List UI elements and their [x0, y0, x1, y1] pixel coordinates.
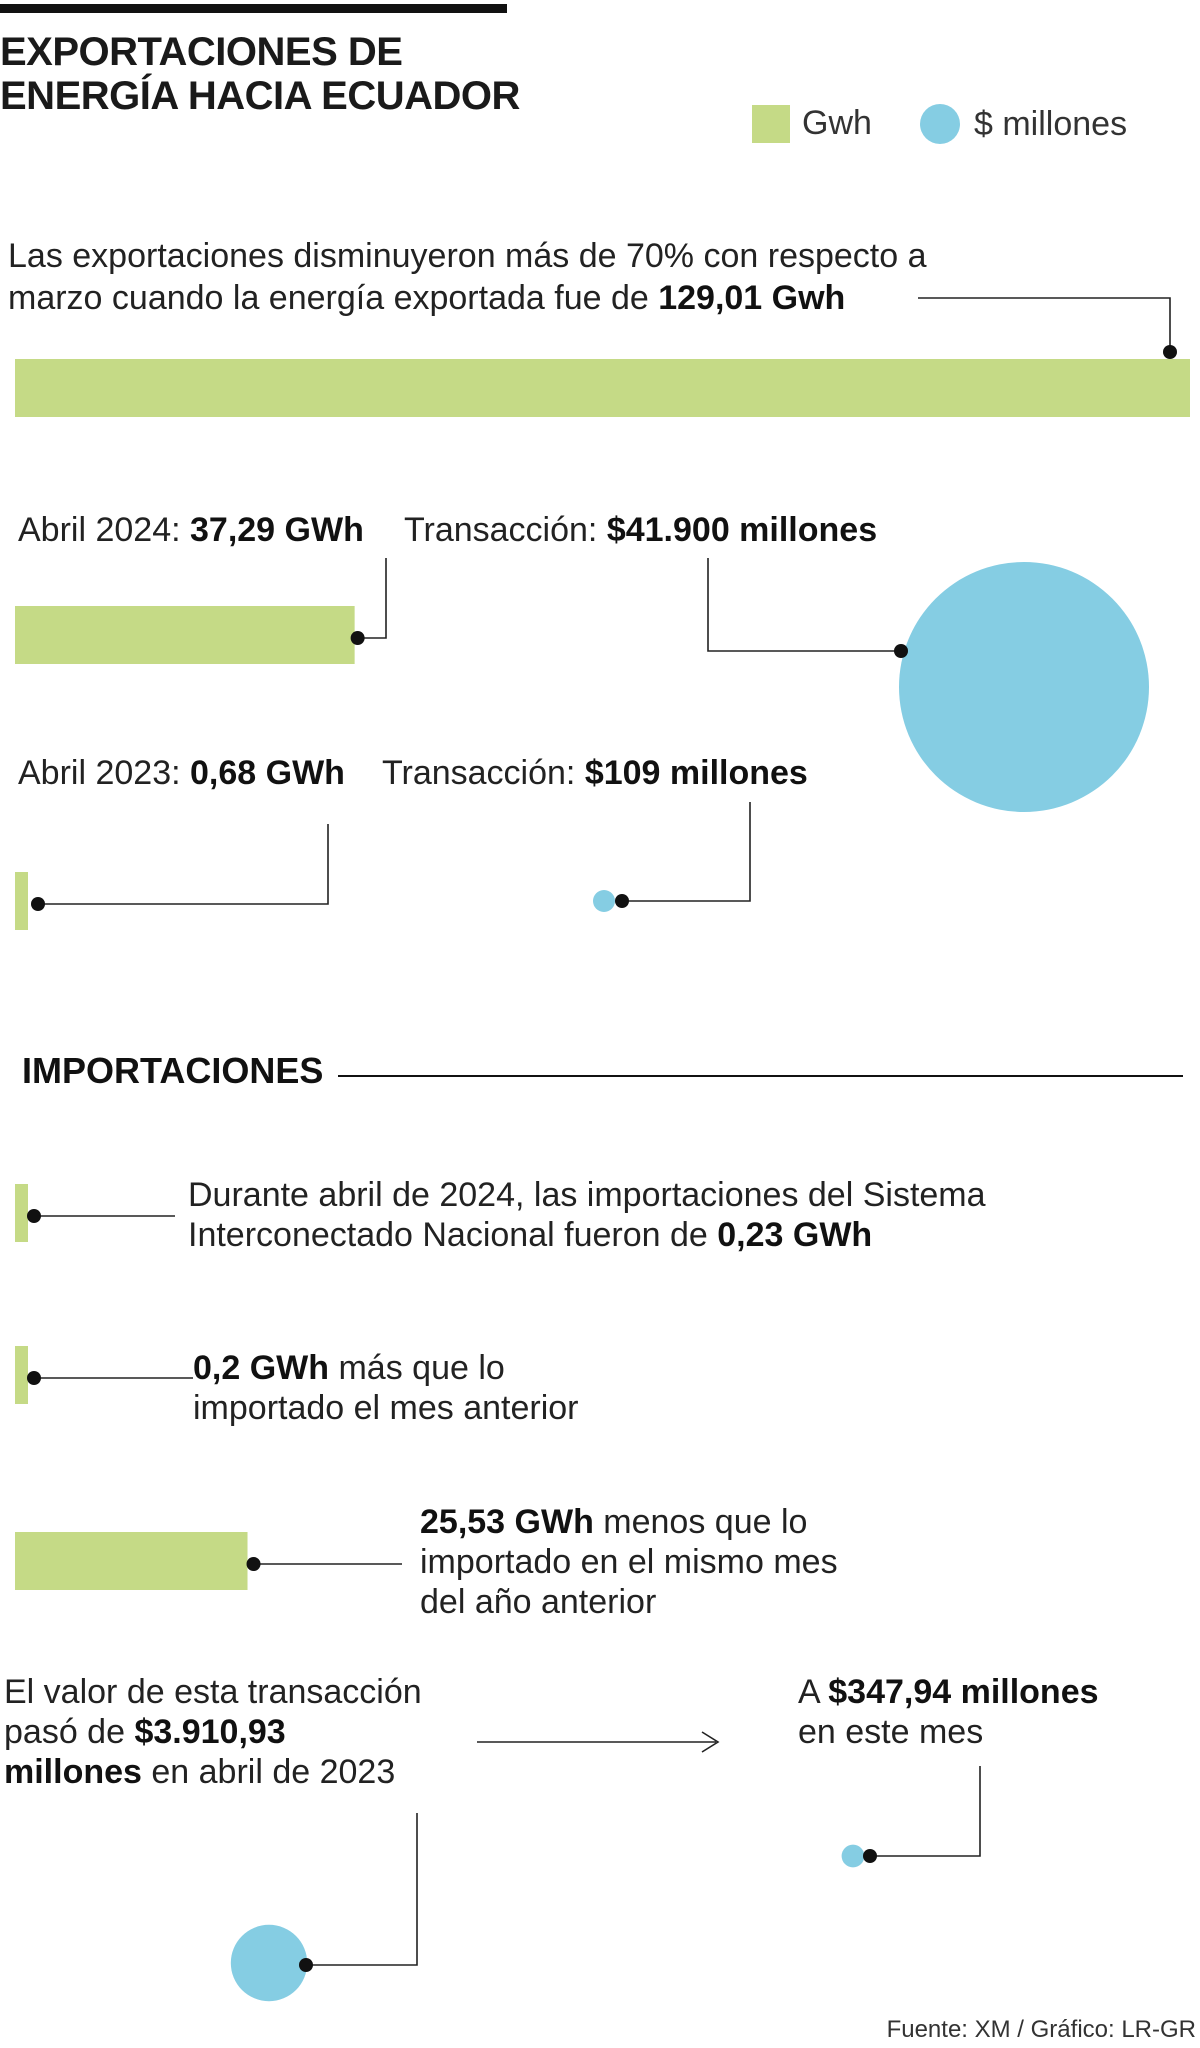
leader-dot-export-april-2023-transaction — [615, 894, 629, 908]
bar-import-more-than-previous-month — [15, 1346, 28, 1404]
bar-export-march-2024 — [15, 359, 1190, 417]
legend-gwh: Gwh — [752, 104, 872, 143]
chart-title-line1: EXPORTACIONES DE — [0, 30, 403, 74]
legend-gwh-label: Gwh — [802, 104, 872, 142]
circle-export-transaction-april-2024 — [899, 562, 1149, 812]
leader-export-april-2024-transaction — [707, 558, 901, 652]
leader-export-april-2023-transaction — [622, 802, 751, 902]
chart-title-line2: ENERGÍA HACIA ECUADOR — [0, 74, 520, 118]
bar-import-less-than-previous-year — [15, 1532, 248, 1590]
import-value-line2: pasó de $3.910,93 — [4, 1712, 286, 1752]
export-april2023-prefix: Abril 2023: — [18, 754, 190, 792]
circle-import-transaction-april-2024 — [841, 1844, 865, 1868]
leader-import-transaction-april-2024 — [870, 1766, 981, 1857]
import-value-line1: El valor de esta transacción — [4, 1673, 422, 1711]
import-now-value: $347,94 millones — [828, 1673, 1099, 1711]
export-april2023-trans-value: $109 millones — [584, 754, 808, 792]
import-note3-suffix: menos que lo — [593, 1503, 808, 1541]
leader-dot-export-april-2023-gwh — [31, 897, 45, 911]
imports-heading: IMPORTACIONES — [22, 1050, 324, 1091]
circle-import-transaction-april-2023 — [230, 1924, 308, 2002]
export-april2023-label: Abril 2023: 0,68 GWh — [18, 753, 345, 793]
leader-export-march — [918, 297, 1171, 352]
leader-export-april-2023-gwh — [38, 824, 329, 905]
export-april2024-trans-value: $41.900 millones — [606, 511, 878, 549]
export-march-note-line2: marzo cuando la energía exportada fue de… — [8, 278, 845, 318]
import-value-line3: millones en abril de 2023 — [4, 1752, 395, 1792]
import-note3-line3: del año anterior — [420, 1583, 657, 1621]
import-value-line3-suffix: en abril de 2023 — [141, 1753, 396, 1791]
leader-dot-export-april-2024-gwh — [350, 631, 365, 645]
legend-money-swatch — [920, 104, 960, 144]
export-april2023-gwh: 0,68 GWh — [190, 754, 345, 792]
leader-dot-import-transaction-april-2024 — [863, 1849, 877, 1863]
import-note1-prefix: Interconectado Nacional fueron de — [188, 1216, 718, 1254]
legend-money: $ millones — [920, 104, 1127, 144]
export-april2024-trans-prefix: Transacción: — [404, 511, 607, 549]
export-march-note-prefix: marzo cuando la energía exportada fue de — [8, 279, 659, 317]
import-note1-line1: Durante abril de 2024, las importaciones… — [188, 1176, 986, 1214]
export-april2024-gwh: 37,29 GWh — [190, 511, 364, 549]
bar-export-april-2023 — [15, 872, 28, 930]
chart-title: EXPORTACIONES DE ENERGÍA HACIA ECUADOR — [0, 30, 520, 118]
legend-gwh-swatch — [752, 104, 790, 143]
leader-dot-import-more-than-previous-month — [27, 1371, 41, 1385]
import-note2-value: 0,2 GWh — [193, 1349, 330, 1387]
import-value-from-unit: millones — [4, 1753, 142, 1791]
circle-export-transaction-april-2023 — [593, 890, 615, 912]
import-note3-line2: importado en el mismo mes — [420, 1543, 838, 1581]
change-arrow-head — [701, 1731, 720, 1753]
leader-dot-export-march — [1163, 345, 1177, 359]
leader-dot-import-april-2024 — [27, 1209, 41, 1223]
import-note3-value: 25,53 GWh — [420, 1503, 594, 1541]
import-note1-value: 0,23 GWh — [717, 1216, 873, 1254]
import-value-line2-prefix: pasó de — [4, 1713, 135, 1751]
export-april2024-transaction: Transacción: $41.900 millones — [404, 510, 877, 550]
export-march-note-line1: Las exportaciones disminuyeron más de 70… — [8, 237, 927, 275]
title-rule — [0, 4, 507, 13]
export-april2023-transaction: Transacción: $109 millones — [382, 753, 808, 793]
export-april2024-prefix: Abril 2024: — [18, 511, 190, 549]
import-note2-suffix: más que lo — [329, 1349, 505, 1387]
export-march-value: 129,01 Gwh — [658, 279, 846, 317]
import-note2-line2: importado el mes anterior — [193, 1389, 579, 1427]
leader-dot-import-less-than-previous-year — [246, 1557, 261, 1571]
leader-import-transaction-april-2023 — [306, 1813, 418, 1966]
import-note2-line1: 0,2 GWh más que lo — [193, 1348, 505, 1388]
export-april2024-label: Abril 2024: 37,29 GWh — [18, 510, 364, 550]
import-value-from: $3.910,93 — [134, 1713, 286, 1751]
import-now-line2: en este mes — [798, 1713, 984, 1751]
bar-import-april-2024 — [15, 1184, 28, 1242]
bar-export-april-2024 — [15, 606, 355, 664]
imports-heading-rule — [338, 1075, 1183, 1077]
import-note3-line1: 25,53 GWh menos que lo — [420, 1502, 807, 1542]
leader-export-april-2024-gwh — [357, 558, 387, 639]
legend-money-label: $ millones — [974, 104, 1128, 143]
import-note1-line2: Interconectado Nacional fueron de 0,23 G… — [188, 1215, 872, 1255]
import-now-line1: A $347,94 millones — [798, 1672, 1099, 1712]
import-now-prefix: A — [798, 1673, 829, 1711]
leader-dot-import-transaction-april-2023 — [299, 1958, 313, 1972]
export-april2023-trans-prefix: Transacción: — [382, 754, 585, 792]
leader-dot-export-april-2024-transaction — [894, 644, 908, 658]
source-credit: Fuente: XM / Gráfico: LR-GR — [886, 2016, 1196, 2043]
